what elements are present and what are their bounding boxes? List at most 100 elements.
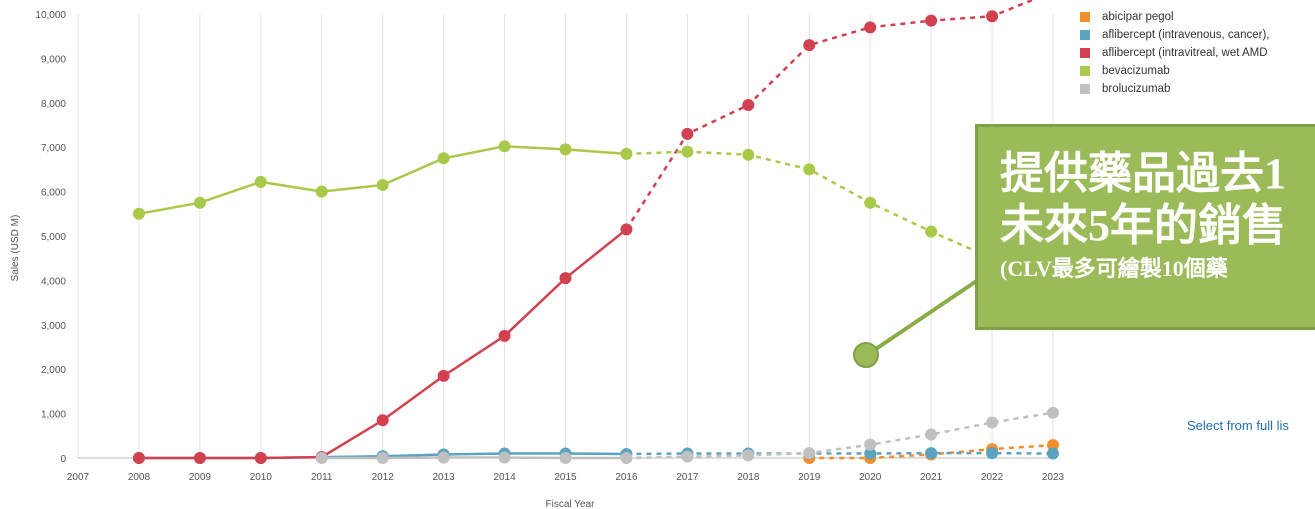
y-tick-label: 1,000 [41, 410, 66, 421]
data-point[interactable] [742, 449, 755, 462]
x-tick-label: 2023 [1042, 472, 1065, 483]
data-point[interactable] [620, 223, 633, 236]
data-point[interactable] [1047, 406, 1059, 419]
legend-item[interactable]: abicipar pegol [1080, 8, 1315, 26]
data-point[interactable] [437, 152, 450, 165]
legend-label: aflibercept (intravenous, cancer), [1102, 29, 1270, 41]
series-line-forecast [625, 0, 1036, 231]
chart-series [132, 0, 1059, 464]
y-tick-label: 7,000 [41, 143, 66, 154]
data-point[interactable] [376, 178, 389, 191]
series-4 [315, 406, 1059, 464]
data-point[interactable] [437, 369, 450, 382]
data-point[interactable] [559, 272, 572, 285]
callout-pointer-line [865, 278, 980, 357]
legend-label: abicipar pegol [1102, 11, 1174, 23]
data-point[interactable] [925, 225, 938, 238]
chart-legend: abicipar pegol aflibercept (intravenous, … [1080, 8, 1315, 98]
y-tick-label: 3,000 [41, 321, 66, 332]
data-point[interactable] [620, 147, 633, 160]
x-tick-label: 2021 [920, 472, 943, 483]
data-point[interactable] [681, 145, 694, 158]
series-line-forecast [626, 451, 1054, 456]
legend-swatch [1080, 30, 1090, 40]
data-point[interactable] [742, 99, 755, 112]
y-tick-label: 2,000 [41, 365, 66, 376]
data-point[interactable] [315, 185, 328, 198]
x-tick-label: 2008 [128, 472, 151, 483]
data-point[interactable] [864, 21, 877, 34]
x-tick-label: 2010 [250, 472, 273, 483]
data-point[interactable] [437, 451, 450, 464]
x-tick-label: 2015 [554, 472, 577, 483]
data-point[interactable] [803, 39, 816, 52]
data-point[interactable] [864, 438, 877, 451]
data-point[interactable] [132, 207, 145, 220]
y-tick-label: 4,000 [41, 276, 66, 287]
data-point[interactable] [925, 447, 938, 460]
legend-label: bevacizumab [1102, 65, 1170, 77]
data-point[interactable] [193, 196, 206, 209]
y-tick-label: 10,000 [35, 10, 66, 21]
data-point[interactable] [1047, 439, 1059, 452]
x-tick-label: 2009 [189, 472, 212, 483]
data-point[interactable] [742, 148, 755, 161]
y-tick-label: 6,000 [41, 188, 66, 199]
data-point[interactable] [498, 140, 511, 153]
data-point[interactable] [986, 416, 999, 429]
data-point[interactable] [376, 452, 389, 464]
x-tick-label: 2018 [737, 472, 760, 483]
data-point[interactable] [803, 447, 816, 460]
legend-label: brolucizumab [1102, 83, 1171, 95]
x-tick-label: 2017 [676, 472, 699, 483]
data-point[interactable] [864, 196, 877, 209]
x-axis-title: Fiscal Year [546, 499, 596, 509]
data-point[interactable] [254, 175, 267, 188]
data-point[interactable] [925, 428, 938, 441]
data-point[interactable] [681, 127, 694, 140]
legend-swatch [1080, 66, 1090, 76]
y-tick-label: 9,000 [41, 54, 66, 65]
data-point[interactable] [803, 163, 816, 176]
callout-connector [853, 278, 980, 368]
y-axis-title: Sales (USD M) [10, 215, 21, 282]
legend-item[interactable]: aflibercept (intravitreal, wet AMD [1080, 44, 1315, 62]
legend-item[interactable]: brolucizumab [1080, 80, 1315, 98]
x-tick-label: 2019 [798, 472, 821, 483]
series-line-forecast [626, 411, 1054, 460]
data-point[interactable] [986, 10, 999, 23]
data-point[interactable] [986, 447, 999, 460]
callout-line-1: 提供藥品過去1 [1000, 149, 1286, 198]
y-tick-label: 0 [60, 454, 66, 465]
data-point[interactable] [620, 452, 633, 464]
data-point[interactable] [559, 143, 572, 156]
x-tick-label: 2022 [981, 472, 1004, 483]
select-from-full-list-link[interactable]: Select from full lis [1187, 418, 1289, 433]
data-point[interactable] [498, 451, 511, 464]
data-point[interactable] [925, 14, 938, 27]
callout-line-3: (CLV最多可繪製10個藥 [1000, 256, 1228, 281]
series-3 [132, 140, 999, 265]
data-point[interactable] [132, 452, 145, 464]
data-point[interactable] [254, 452, 267, 464]
data-point[interactable] [376, 414, 389, 427]
x-tick-label: 2011 [311, 472, 333, 483]
y-tick-label: 8,000 [41, 99, 66, 110]
data-point[interactable] [864, 447, 877, 460]
data-point[interactable] [498, 329, 511, 342]
legend-label: aflibercept (intravitreal, wet AMD [1102, 47, 1268, 59]
x-tick-label: 2013 [433, 472, 456, 483]
data-point[interactable] [559, 452, 572, 464]
y-tick-label: 5,000 [41, 232, 66, 243]
x-tick-label: 2012 [372, 472, 395, 483]
legend-swatch [1080, 84, 1090, 94]
legend-item[interactable]: aflibercept (intravenous, cancer), [1080, 26, 1315, 44]
legend-item[interactable]: bevacizumab [1080, 62, 1315, 80]
x-tick-label: 2020 [859, 472, 882, 483]
callout-pointer-dot [853, 342, 879, 368]
data-point[interactable] [681, 450, 694, 463]
data-point[interactable] [1047, 447, 1059, 460]
data-point[interactable] [193, 452, 206, 464]
data-point[interactable] [315, 452, 328, 464]
